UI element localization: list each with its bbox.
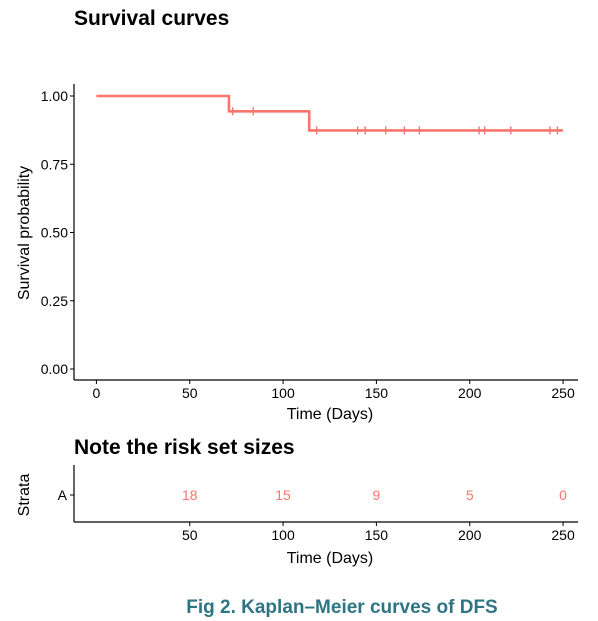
survival-x-tick-label: 150: [365, 385, 389, 401]
survival-y-tick-label: 0.75: [41, 156, 68, 172]
risk-count-label: 9: [373, 487, 381, 503]
survival-plot-title: Survival curves: [74, 7, 229, 30]
risk-table-data: 18 15 9 5 0: [182, 487, 567, 503]
risk-count-label: 15: [275, 487, 291, 503]
risk-x-tick-label: 50: [182, 527, 198, 543]
survival-y-tick-label: 1.00: [41, 88, 68, 104]
survival-y-tick-label: 0.25: [41, 293, 68, 309]
risk-x-tick-label: 200: [458, 527, 482, 543]
risk-count-label: 5: [466, 487, 474, 503]
risk-table-title: Note the risk set sizes: [74, 436, 295, 459]
risk-y-axis-label: Strata: [16, 474, 33, 517]
risk-x-tick-label: 150: [365, 527, 389, 543]
survival-plot-axes: 0 50 100 150 200 250 0.00 0.25 0.50 0.75 1.00: [41, 84, 578, 401]
survival-x-tick-label: 250: [551, 385, 575, 401]
survival-curve-line: [96, 94, 564, 132]
risk-x-tick-label: 100: [271, 527, 295, 543]
risk-strata-label: A: [58, 487, 68, 503]
survival-y-tick-label: 0.50: [41, 225, 68, 241]
survival-x-tick-label: 200: [458, 385, 482, 401]
figure-caption: Fig 2. Kaplan–Meier curves of DFS: [186, 597, 497, 618]
risk-count-label: 0: [559, 487, 567, 503]
risk-count-label: 18: [182, 487, 198, 503]
survival-y-axis-label: Survival probability: [16, 166, 33, 300]
risk-x-tick-label: 250: [551, 527, 575, 543]
survival-x-tick-label: 100: [271, 385, 295, 401]
risk-x-axis-label: Time (Days): [287, 550, 374, 567]
survival-plot-data: [96, 94, 564, 135]
risk-table-axes: A50 100 150 200 250: [58, 465, 578, 543]
survival-x-axis-label: Time (Days): [287, 406, 374, 423]
survival-x-tick-label: 50: [182, 385, 198, 401]
survival-x-tick-label: 0: [93, 385, 101, 401]
survival-y-tick-label: 0.00: [41, 361, 68, 377]
